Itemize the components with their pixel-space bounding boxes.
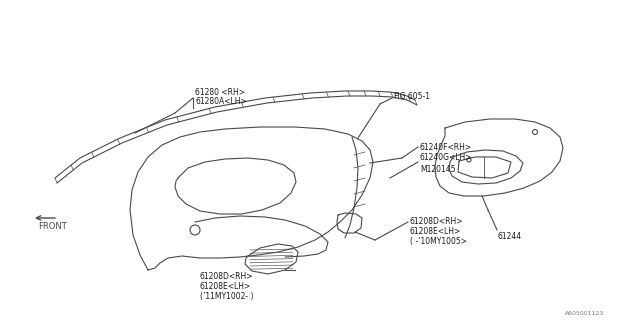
Text: A605001123: A605001123 (565, 311, 604, 316)
Text: 61240F<RH>: 61240F<RH> (420, 143, 472, 152)
Text: FRONT: FRONT (38, 222, 67, 231)
Text: 61208D<RH>: 61208D<RH> (200, 272, 253, 281)
Text: 61280A<LH>: 61280A<LH> (195, 97, 247, 106)
Text: (’11MY1002- ): (’11MY1002- ) (200, 292, 253, 301)
Text: M120145: M120145 (420, 165, 456, 174)
Text: ( -’10MY1005>: ( -’10MY1005> (410, 237, 467, 246)
Text: 61208E<LH>: 61208E<LH> (410, 227, 461, 236)
Text: 61240G<LH>: 61240G<LH> (420, 153, 472, 162)
Text: 61280 <RH>: 61280 <RH> (195, 88, 245, 97)
Text: FIG.605-1: FIG.605-1 (393, 92, 430, 101)
Text: 61208E<LH>: 61208E<LH> (200, 282, 252, 291)
Text: 61244: 61244 (498, 232, 522, 241)
Text: 61208D<RH>: 61208D<RH> (410, 217, 463, 226)
